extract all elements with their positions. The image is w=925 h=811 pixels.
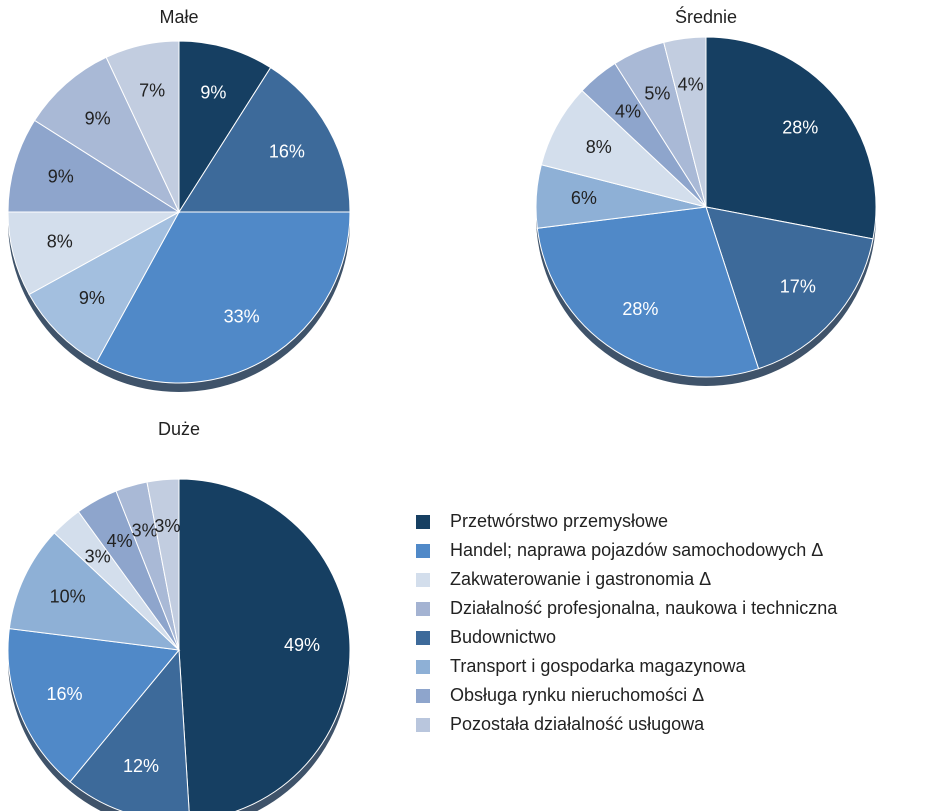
value-label: 9% bbox=[79, 288, 105, 308]
value-label: 3% bbox=[132, 521, 158, 541]
value-label: 17% bbox=[780, 277, 816, 297]
legend-swatch bbox=[416, 573, 430, 587]
pie-slice bbox=[178, 66, 351, 213]
value-label: 49% bbox=[284, 635, 320, 655]
pie-slice bbox=[28, 210, 181, 363]
value-label: 16% bbox=[47, 684, 83, 704]
legend-swatch bbox=[416, 718, 430, 732]
legend-label: Budownictwo bbox=[450, 627, 556, 647]
legend-label: Obsługa rynku nieruchomości Δ bbox=[450, 685, 704, 705]
pie-slice bbox=[105, 40, 180, 213]
value-label: 9% bbox=[200, 83, 226, 103]
pie-slice bbox=[705, 36, 877, 240]
legend-label: Zakwaterowanie i gastronomia Δ bbox=[450, 569, 711, 589]
legend-swatch bbox=[416, 515, 430, 529]
legend-label: Transport i gospodarka magazynowa bbox=[450, 656, 746, 676]
value-label: 16% bbox=[269, 141, 305, 161]
value-label: 28% bbox=[622, 299, 658, 319]
legend-label: Działalność profesjonalna, naukowa i tec… bbox=[450, 598, 838, 618]
value-label: 9% bbox=[85, 108, 111, 128]
legend-label: Przetwórstwo przemysłowe bbox=[450, 511, 668, 531]
pie-slice bbox=[178, 40, 272, 214]
value-label: 7% bbox=[139, 81, 165, 101]
value-label: 8% bbox=[586, 137, 612, 157]
value-label: 3% bbox=[85, 546, 111, 566]
legend-swatch bbox=[416, 602, 430, 616]
chart-title: Małe bbox=[159, 7, 198, 27]
chart-title: Średnie bbox=[675, 6, 737, 27]
pie-slice bbox=[69, 648, 190, 811]
value-label: 10% bbox=[50, 586, 86, 606]
pie-slice bbox=[705, 206, 874, 370]
legend-swatch bbox=[416, 689, 430, 703]
value-label: 9% bbox=[48, 166, 74, 186]
pie-slice bbox=[663, 36, 707, 208]
legend-label: Handel; naprawa pojazdów samochodowych Δ bbox=[450, 540, 823, 560]
value-label: 33% bbox=[224, 307, 260, 327]
pie-slice bbox=[7, 628, 180, 783]
value-label: 28% bbox=[782, 118, 818, 138]
value-label: 3% bbox=[154, 516, 180, 536]
value-label: 6% bbox=[571, 188, 597, 208]
pie-slice bbox=[7, 119, 181, 213]
value-label: 8% bbox=[47, 231, 73, 251]
pie-slice bbox=[178, 478, 351, 811]
legend-label: Pozostała działalność usługowa bbox=[450, 714, 705, 734]
pie-slice bbox=[33, 56, 181, 214]
legend-swatch bbox=[416, 544, 430, 558]
value-label: 4% bbox=[615, 101, 641, 121]
legend-swatch bbox=[416, 660, 430, 674]
legend-swatch bbox=[416, 631, 430, 645]
value-label: 5% bbox=[644, 83, 670, 103]
value-label: 4% bbox=[678, 74, 704, 94]
pie-slice bbox=[146, 478, 180, 651]
pie-slice bbox=[8, 532, 181, 651]
value-label: 12% bbox=[123, 756, 159, 776]
chart-title: Duże bbox=[158, 419, 200, 439]
pie-slice bbox=[95, 211, 351, 384]
value-label: 4% bbox=[107, 531, 133, 551]
pie-slice bbox=[536, 206, 760, 378]
